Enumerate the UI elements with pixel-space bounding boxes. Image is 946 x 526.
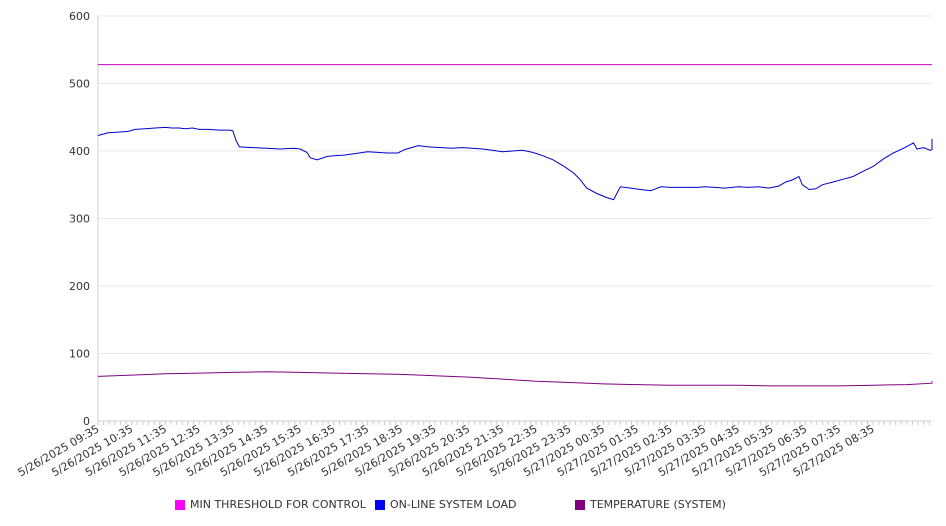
x-tick-labels: 5/26/2025 09:355/26/2025 10:355/26/2025 … bbox=[16, 422, 877, 479]
series-lines bbox=[97, 64, 933, 387]
series-line-1 bbox=[97, 126, 933, 201]
legend-label-system-load: ON-LINE SYSTEM LOAD bbox=[390, 498, 517, 511]
y-tick-label: 100 bbox=[69, 348, 90, 361]
legend-label-temperature: TEMPERATURE (SYSTEM) bbox=[590, 498, 726, 511]
legend-swatch-min-threshold bbox=[175, 499, 185, 510]
y-tick-label: 500 bbox=[69, 78, 90, 91]
y-tick-label: 300 bbox=[69, 213, 90, 226]
axes bbox=[97, 16, 932, 425]
series-line-2 bbox=[97, 371, 933, 387]
legend-label-min-threshold: MIN THRESHOLD FOR CONTROL bbox=[190, 498, 366, 511]
legend: MIN THRESHOLD FOR CONTROL ON-LINE SYSTEM… bbox=[0, 498, 946, 514]
legend-item-temperature[interactable]: TEMPERATURE (SYSTEM) bbox=[575, 498, 726, 511]
y-tick-label: 200 bbox=[69, 280, 90, 293]
legend-item-system-load[interactable]: ON-LINE SYSTEM LOAD bbox=[375, 498, 516, 511]
legend-swatch-temperature bbox=[575, 499, 585, 510]
y-tick-labels: 0 100 200 300 400 500 600 bbox=[69, 10, 90, 428]
y-tick-label: 0 bbox=[83, 415, 90, 428]
grid-lines bbox=[98, 15, 932, 354]
legend-item-min-threshold[interactable]: MIN THRESHOLD FOR CONTROL bbox=[175, 498, 366, 511]
legend-swatch-system-load bbox=[375, 499, 385, 510]
y-tick-label: 600 bbox=[69, 10, 90, 23]
y-tick-label: 400 bbox=[69, 145, 90, 158]
